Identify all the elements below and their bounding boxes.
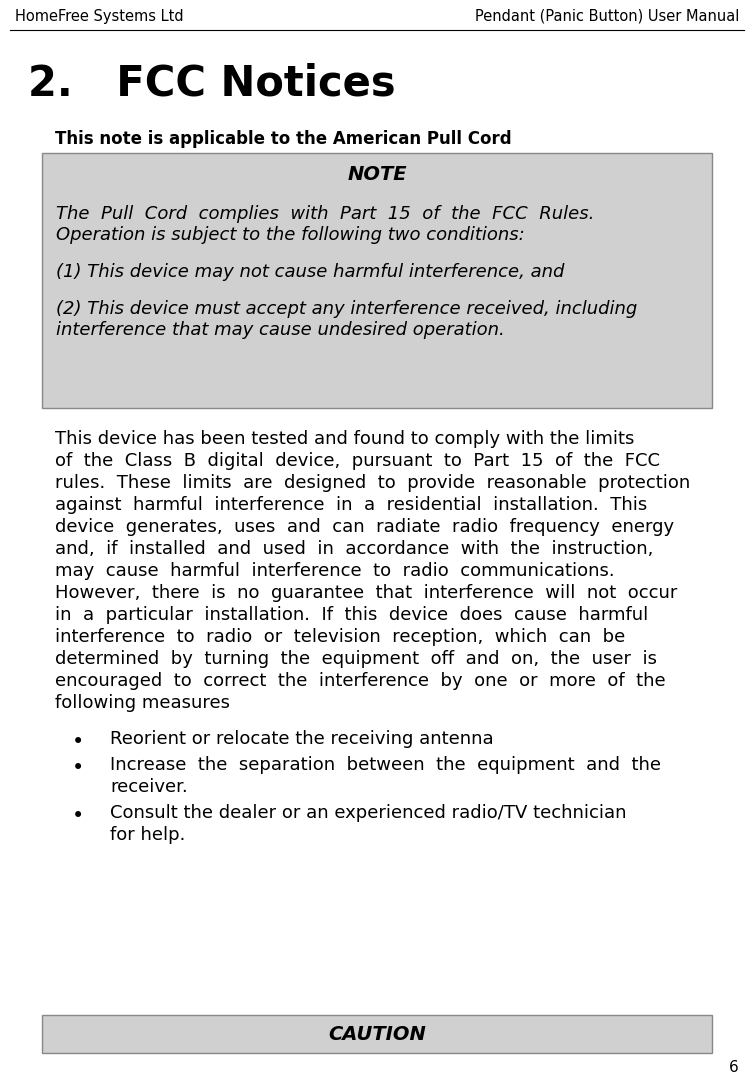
Text: This note is applicable to the American Pull Cord: This note is applicable to the American … bbox=[55, 130, 512, 149]
Text: Increase  the  separation  between  the  equipment  and  the: Increase the separation between the equi… bbox=[110, 756, 661, 774]
Text: against  harmful  interference  in  a  residential  installation.  This: against harmful interference in a reside… bbox=[55, 496, 647, 514]
Text: This device has been tested and found to comply with the limits: This device has been tested and found to… bbox=[55, 430, 634, 448]
Text: of  the  Class  B  digital  device,  pursuant  to  Part  15  of  the  FCC: of the Class B digital device, pursuant … bbox=[55, 452, 660, 470]
Text: 6: 6 bbox=[729, 1060, 739, 1075]
Text: The  Pull  Cord  complies  with  Part  15  of  the  FCC  Rules.: The Pull Cord complies with Part 15 of t… bbox=[56, 205, 594, 223]
Text: •: • bbox=[72, 732, 84, 752]
Text: interference  to  radio  or  television  reception,  which  can  be: interference to radio or television rece… bbox=[55, 628, 625, 646]
FancyBboxPatch shape bbox=[42, 153, 712, 408]
Text: (2) This device must accept any interference received, including: (2) This device must accept any interfer… bbox=[56, 300, 637, 318]
Text: Consult the dealer or an experienced radio/TV technician: Consult the dealer or an experienced rad… bbox=[110, 804, 627, 822]
Text: rules.  These  limits  are  designed  to  provide  reasonable  protection: rules. These limits are designed to prov… bbox=[55, 474, 690, 492]
Text: •: • bbox=[72, 758, 84, 778]
Text: interference that may cause undesired operation.: interference that may cause undesired op… bbox=[56, 321, 504, 339]
Text: •: • bbox=[72, 806, 84, 826]
Text: (1) This device may not cause harmful interference, and: (1) This device may not cause harmful in… bbox=[56, 263, 565, 281]
Text: HomeFree Systems Ltd: HomeFree Systems Ltd bbox=[15, 9, 184, 24]
Text: may  cause  harmful  interference  to  radio  communications.: may cause harmful interference to radio … bbox=[55, 562, 615, 580]
Text: device  generates,  uses  and  can  radiate  radio  frequency  energy: device generates, uses and can radiate r… bbox=[55, 518, 674, 535]
Text: following measures: following measures bbox=[55, 694, 230, 712]
FancyBboxPatch shape bbox=[42, 1015, 712, 1053]
Text: Operation is subject to the following two conditions:: Operation is subject to the following tw… bbox=[56, 225, 525, 244]
Text: and,  if  installed  and  used  in  accordance  with  the  instruction,: and, if installed and used in accordance… bbox=[55, 540, 654, 558]
Text: 2.   FCC Notices: 2. FCC Notices bbox=[28, 62, 396, 104]
Text: encouraged  to  correct  the  interference  by  one  or  more  of  the: encouraged to correct the interference b… bbox=[55, 672, 666, 691]
Text: NOTE: NOTE bbox=[347, 166, 407, 184]
Text: for help.: for help. bbox=[110, 826, 185, 844]
Text: determined  by  turning  the  equipment  off  and  on,  the  user  is: determined by turning the equipment off … bbox=[55, 650, 657, 668]
Text: receiver.: receiver. bbox=[110, 778, 188, 796]
Text: Reorient or relocate the receiving antenna: Reorient or relocate the receiving anten… bbox=[110, 730, 494, 748]
Text: Pendant (Panic Button) User Manual: Pendant (Panic Button) User Manual bbox=[474, 9, 739, 24]
Text: in  a  particular  installation.  If  this  device  does  cause  harmful: in a particular installation. If this de… bbox=[55, 606, 648, 624]
Text: However,  there  is  no  guarantee  that  interference  will  not  occur: However, there is no guarantee that inte… bbox=[55, 584, 677, 602]
Text: CAUTION: CAUTION bbox=[328, 1024, 426, 1044]
